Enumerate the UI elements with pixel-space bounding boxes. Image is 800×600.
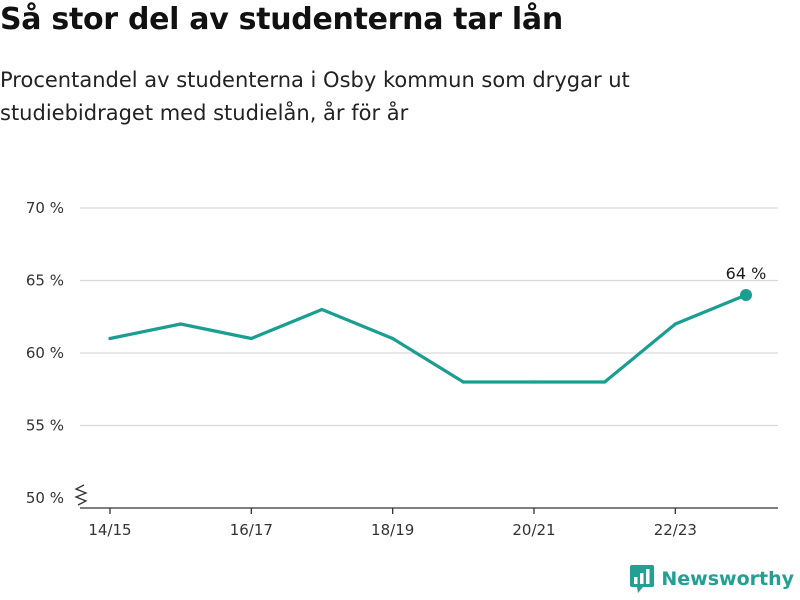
y-tick-label: 70 % [26,199,64,217]
x-tick-label: 22/23 [654,521,697,539]
brand-name: Newsworthy [661,568,794,590]
x-axis: 14/15 16/17 18/19 20/21 22/23 [80,507,778,539]
grid-lines [80,207,778,427]
x-tick-label: 14/15 [88,521,131,539]
chart-subtitle: Procentandel av studenterna i Osby kommu… [0,68,630,125]
brand: Newsworthy [629,564,794,594]
y-tick-label: 65 % [26,272,64,290]
y-tick-label: 55 % [26,417,64,435]
series-line [108,293,748,384]
last-data-point [740,289,752,301]
series-group [108,289,752,384]
x-tick-label: 18/19 [371,521,414,539]
point-labels: 64 % [726,264,767,283]
data-point [249,336,253,341]
data-point [108,336,112,341]
y-tick-label: 50 % [26,489,64,507]
newsworthy-logo-icon [630,565,655,593]
x-tick-label: 16/17 [230,521,273,539]
data-point [320,307,324,312]
data-point [179,322,183,326]
data-point [461,380,465,384]
data-point [391,336,395,341]
data-point [673,322,677,326]
chart-title: Så stor del av studenterna tar lån [0,2,563,37]
axis-break-icon [74,484,88,506]
y-tick-labels: 50 % 55 % 60 % 65 % 70 % [26,199,64,507]
last-point-label: 64 % [726,264,767,283]
data-point [532,380,536,384]
data-point [603,380,607,384]
y-tick-label: 60 % [26,344,64,362]
x-tick-label: 20/21 [512,521,555,539]
